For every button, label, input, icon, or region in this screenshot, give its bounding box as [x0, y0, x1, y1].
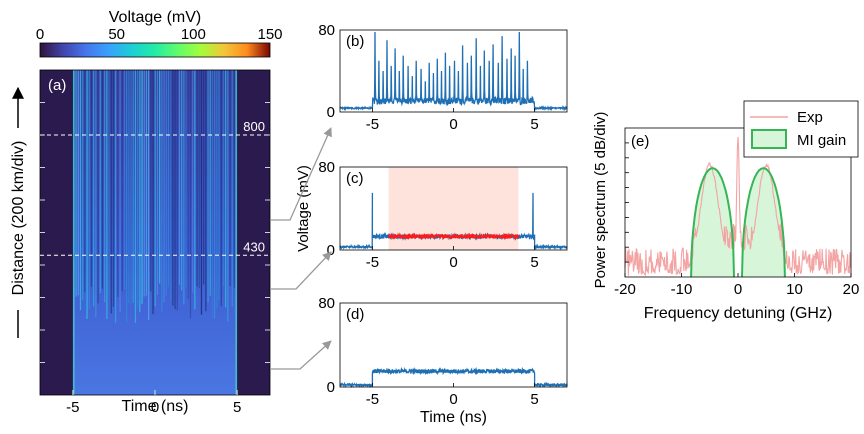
- legend-swatch-mi: [751, 129, 787, 149]
- x-tick-label: 0: [449, 391, 457, 408]
- heatmap-x-label: Time (ns): [122, 398, 189, 415]
- heatmap-x-tick-label: -5: [66, 399, 79, 416]
- x-tick-label: 0: [734, 281, 742, 298]
- series-line-0: [339, 366, 568, 389]
- connector-arrow-bottom: [270, 340, 332, 370]
- y-tick-label: 0: [327, 104, 335, 121]
- legend-label-exp: Exp: [797, 109, 823, 126]
- colorbar-tick-label: 0: [36, 26, 44, 43]
- y-axis-label: Voltage (mV): [295, 165, 312, 252]
- y-tick-label: 0: [327, 379, 335, 396]
- mi-gain-fill-0: [691, 168, 734, 277]
- y-tick-label: 0: [327, 242, 335, 259]
- heatmap-marker-label: 800: [243, 119, 265, 134]
- series-line-0: [339, 31, 568, 112]
- exp-spectrum-line: [624, 136, 852, 277]
- plot-frame: [339, 302, 568, 388]
- x-tick-label: -5: [366, 254, 379, 271]
- colorbar: Voltage (mV) 0 50 100 150: [36, 9, 283, 58]
- colorbar-tick-label: 150: [257, 26, 282, 43]
- x-axis-label: Time (ns): [420, 409, 487, 426]
- legend-label-mi: MI gain: [797, 132, 846, 149]
- panel-label: (d): [346, 306, 364, 323]
- heatmap-x-tick-label: 5: [233, 399, 241, 416]
- colorbar-gradient: [39, 42, 271, 58]
- panel-c-line-chart: -5 0 5 0 80 (c) Voltage (mV): [295, 159, 568, 271]
- heatmap-marker-label: 430: [243, 239, 265, 254]
- series-line-1: [387, 232, 520, 241]
- panel-label: (a): [48, 77, 66, 94]
- panel-e-spectrum-chart: -20 -10 0 10 20 (e) Frequency detuning (GHz) Po…: [592, 100, 860, 322]
- panel-label: (b): [346, 33, 364, 50]
- y-tick-label: 80: [318, 22, 335, 39]
- heatmap-x-tick-label: 0: [151, 399, 159, 416]
- x-tick-label: -5: [366, 116, 379, 133]
- connector-arrow-800: [270, 127, 332, 221]
- x-tick-label: -20: [614, 281, 636, 298]
- x-tick-label: -10: [671, 281, 693, 298]
- colorbar-ticks: 0 50 100 150: [36, 26, 283, 43]
- colorbar-tick-label: 100: [181, 26, 206, 43]
- x-axis-label: Frequency detuning (GHz): [644, 305, 833, 322]
- mi-gain-fill-1: [742, 168, 785, 277]
- x-tick-label: 5: [530, 391, 538, 408]
- y-axis-label: Power spectrum (5 dB/div): [592, 112, 609, 289]
- panel-d-line-chart: -5 0 5 0 80 (d) Time (ns): [318, 295, 568, 426]
- x-tick-label: 10: [786, 281, 803, 298]
- colorbar-title: Voltage (mV): [109, 9, 201, 26]
- distance-label: Distance (200 km/div): [10, 141, 27, 296]
- connector-arrow-430: [270, 251, 332, 290]
- x-tick-label: 20: [843, 281, 860, 298]
- mi-gain-line-1: [741, 167, 786, 278]
- x-tick-label: 5: [530, 254, 538, 271]
- y-tick-label: 80: [318, 159, 335, 176]
- distance-axis-label: Distance (200 km/div): [10, 86, 27, 338]
- panel-b-line-chart: -5 0 5 0 80 (b): [318, 22, 568, 133]
- legend: Exp MI gain: [743, 100, 859, 158]
- x-tick-label: 0: [449, 254, 457, 271]
- panel-label: (c): [346, 170, 364, 187]
- panel-a-heatmap: -5 0 5 Time (ns) 800 430 (a): [39, 69, 271, 416]
- colorbar-tick-label: 50: [108, 26, 125, 43]
- connector-arrows: [270, 127, 332, 370]
- y-tick-label: 80: [318, 295, 335, 312]
- x-tick-label: 0: [449, 116, 457, 133]
- x-tick-label: -5: [366, 391, 379, 408]
- panel-label: (e): [631, 133, 649, 150]
- mi-gain-line-0: [690, 167, 735, 278]
- x-tick-label: 5: [530, 116, 538, 133]
